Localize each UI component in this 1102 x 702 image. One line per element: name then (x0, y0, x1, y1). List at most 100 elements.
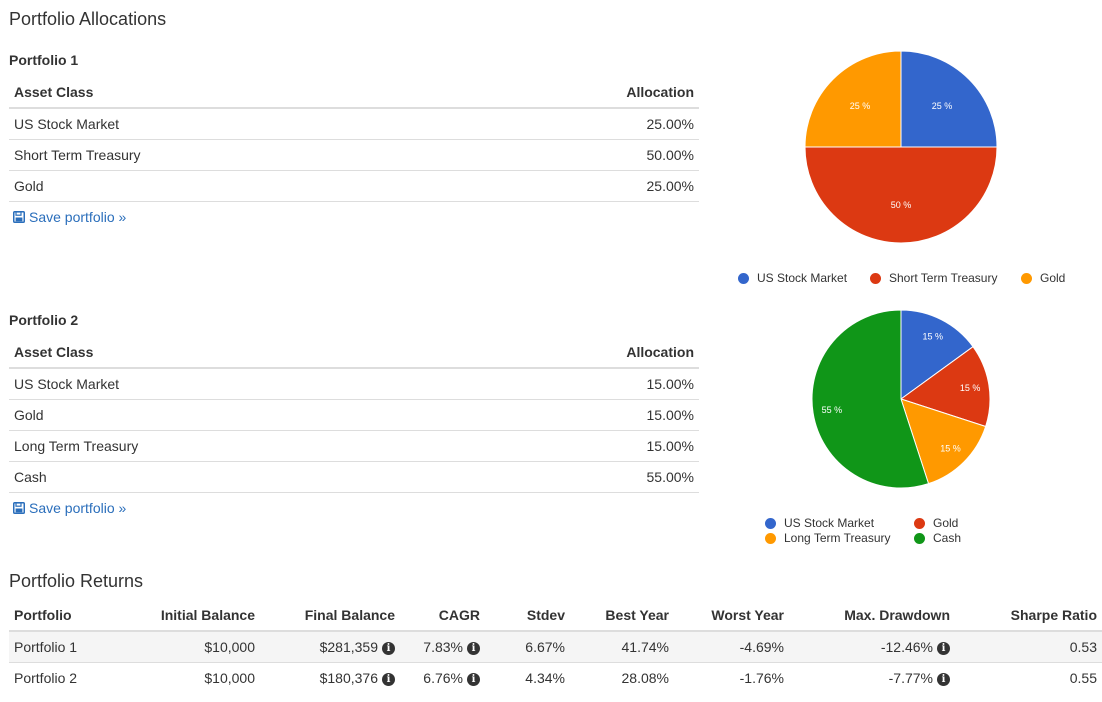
col-worst-year: Worst Year (674, 600, 789, 632)
legend-label: US Stock Market (784, 516, 875, 530)
pie-slice-label: 25 % (850, 101, 871, 111)
table-row: US Stock Market 15.00% (9, 368, 699, 400)
col-asset-class: Asset Class (9, 77, 449, 109)
legend-swatch (765, 517, 776, 529)
legend-item-gold[interactable]: Gold (1021, 271, 1065, 285)
legend-item-gold[interactable]: Gold (914, 516, 958, 530)
portfolio-2-title: Portfolio 2 (9, 312, 79, 328)
save-portfolio-label[interactable]: Save portfolio » (29, 209, 127, 225)
legend-label: Cash (933, 531, 962, 545)
legend-swatch (914, 532, 925, 544)
legend-label: US Stock Market (757, 271, 848, 285)
asset-allocation: 15.00% (446, 430, 699, 462)
pie-slice-gold[interactable] (804, 50, 902, 148)
cagr-cell: 6.76% i (400, 663, 485, 694)
info-icon[interactable]: i (382, 642, 395, 655)
portfolio-name: Portfolio 1 (9, 631, 134, 663)
legend-swatch (870, 272, 881, 284)
pie-slice-label: 15 % (960, 383, 981, 393)
max-drawdown: -12.46% (880, 639, 933, 655)
pie-slice-cash[interactable] (811, 309, 930, 489)
table-row: Long Term Treasury 15.00% (9, 430, 699, 462)
legend-item-long-term-treasury[interactable]: Long Term Treasury (765, 531, 891, 545)
final-balance-cell: $180,376 i (260, 663, 400, 694)
asset-allocation: 25.00% (448, 170, 699, 202)
col-allocation: Allocation (448, 77, 699, 109)
legend-swatch (738, 272, 749, 284)
pie-slice-label: 15 % (923, 332, 944, 342)
best-year: 41.74% (570, 631, 674, 663)
sharpe-ratio: 0.53 (955, 631, 1102, 663)
asset-allocation: 15.00% (446, 399, 699, 431)
info-icon[interactable]: i (937, 673, 950, 686)
info-icon[interactable]: i (467, 642, 480, 655)
sharpe-ratio: 0.55 (1069, 670, 1097, 686)
save-portfolio-label[interactable]: Save portfolio » (29, 500, 127, 516)
legend-item-cash[interactable]: Cash (914, 531, 961, 545)
asset-name: US Stock Market (9, 108, 449, 140)
table-header-row: Asset Class Allocation (9, 337, 699, 369)
pie-slice-gold[interactable] (899, 345, 991, 428)
pie-slice-label: 15 % (940, 443, 961, 453)
cagr: 6.76% (423, 670, 463, 686)
portfolio-name: Portfolio 2 (14, 670, 78, 686)
table-row: Gold 15.00% (9, 399, 699, 431)
legend-label: Gold (933, 516, 959, 530)
table-row: US Stock Market 25.00% (9, 108, 699, 140)
save-portfolio-1-link[interactable]: Save portfolio » (13, 209, 126, 225)
legend-label: Gold (1040, 271, 1066, 285)
pie-slice-long-term-treasury[interactable] (900, 398, 987, 485)
final-balance: $180,376 (319, 670, 378, 686)
col-stdev: Stdev (485, 600, 570, 632)
legend-item-us-stock-market[interactable]: US Stock Market (738, 271, 847, 285)
pie-slice-short-term-treasury[interactable] (804, 146, 998, 244)
col-final-balance: Final Balance (260, 600, 400, 632)
stdev: 4.34% (525, 670, 565, 686)
portfolio-1-pie-chart: 25 % 50 % 25 % (804, 50, 998, 244)
table-row: Portfolio 2 $10,000 $180,376 i 6.76% i 4.3… (9, 663, 1102, 694)
pie-slice-label: 25 % (932, 101, 953, 111)
col-initial-balance: Initial Balance (134, 600, 260, 632)
worst-year: -4.69% (674, 631, 789, 663)
legend-item-short-term-treasury[interactable]: Short Term Treasury (870, 271, 997, 285)
initial-balance: $10,000 (204, 670, 255, 686)
table-row: Short Term Treasury 50.00% (9, 139, 699, 171)
returns-table: Portfolio Initial Balance Final Balance … (9, 600, 1102, 693)
col-sharpe-ratio: Sharpe Ratio (955, 600, 1102, 632)
legend-label: Short Term Treasury (889, 271, 998, 285)
page-title: Portfolio Allocations (9, 9, 167, 29)
col-cagr: CAGR (400, 600, 485, 632)
table-row: Gold 25.00% (9, 170, 699, 202)
asset-name: Short Term Treasury (9, 139, 449, 171)
col-asset-class: Asset Class (9, 337, 447, 369)
table-header-row: Asset Class Allocation (9, 77, 699, 109)
portfolio-2-pie-chart: 15 % 15 % 15 % 55 % (811, 309, 991, 489)
col-best-year: Best Year (570, 600, 674, 632)
asset-allocation: 50.00% (448, 139, 699, 171)
max-drawdown-cell: -7.77% i (789, 663, 955, 694)
portfolio-2-table: Asset Class Allocation US Stock Market 1… (9, 337, 699, 493)
best-year: 28.08% (621, 670, 669, 686)
cagr-cell: 7.83% i (400, 631, 485, 663)
table-row: Cash 55.00% (9, 461, 699, 493)
pie-slice-us-stock-market[interactable] (900, 50, 998, 148)
final-balance: $281,359 (319, 639, 378, 655)
asset-name: Gold (9, 399, 447, 431)
asset-name: Long Term Treasury (9, 430, 447, 462)
floppy-disk-icon (13, 211, 25, 223)
table-header-row: Portfolio Initial Balance Final Balance … (9, 600, 1102, 632)
info-icon[interactable]: i (382, 673, 395, 686)
asset-allocation: 25.00% (448, 108, 699, 140)
col-allocation: Allocation (446, 337, 699, 369)
pie-slice-us-stock-market[interactable] (900, 309, 974, 400)
legend-swatch (1021, 272, 1032, 284)
save-portfolio-2-link[interactable]: Save portfolio » (13, 500, 126, 516)
portfolio-1-table: Asset Class Allocation US Stock Market 2… (9, 77, 699, 202)
floppy-disk-icon (13, 502, 25, 514)
info-icon[interactable]: i (937, 642, 950, 655)
legend-swatch (914, 517, 925, 529)
legend-item-us-stock-market[interactable]: US Stock Market (765, 516, 874, 530)
info-icon[interactable]: i (467, 673, 480, 686)
pie-slice-label: 55 % (822, 405, 843, 415)
portfolio-1-title: Portfolio 1 (9, 52, 79, 68)
